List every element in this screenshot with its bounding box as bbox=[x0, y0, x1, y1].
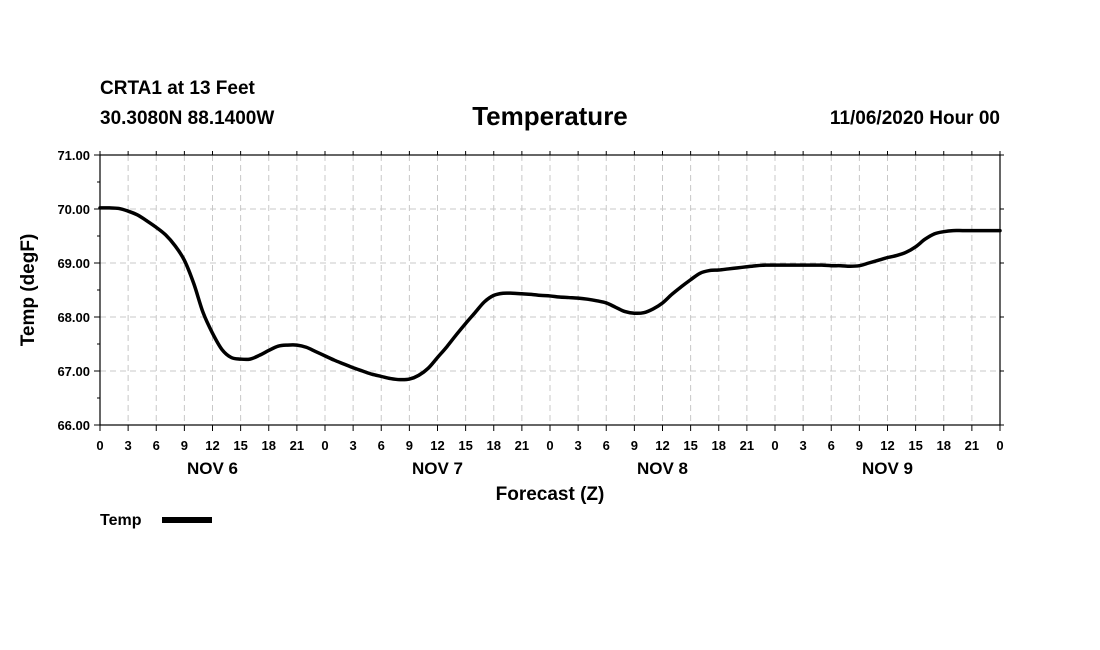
x-tick-label: 9 bbox=[406, 438, 413, 453]
x-tick-label: 18 bbox=[937, 438, 951, 453]
x-tick-label: 18 bbox=[262, 438, 276, 453]
x-tick-label: 21 bbox=[290, 438, 304, 453]
day-label: NOV 9 bbox=[862, 459, 913, 478]
x-tick-label: 21 bbox=[965, 438, 979, 453]
y-tick-label: 70.00 bbox=[57, 202, 90, 217]
x-tick-label: 9 bbox=[856, 438, 863, 453]
x-tick-label: 18 bbox=[487, 438, 501, 453]
x-tick-label: 12 bbox=[880, 438, 894, 453]
x-tick-label: 9 bbox=[631, 438, 638, 453]
x-tick-label: 3 bbox=[125, 438, 132, 453]
x-tick-label: 12 bbox=[655, 438, 669, 453]
x-tick-label: 6 bbox=[828, 438, 835, 453]
x-tick-label: 6 bbox=[378, 438, 385, 453]
x-tick-label: 15 bbox=[458, 438, 472, 453]
y-tick-label: 66.00 bbox=[57, 418, 90, 433]
x-tick-label: 3 bbox=[350, 438, 357, 453]
y-tick-label: 68.00 bbox=[57, 310, 90, 325]
x-tick-label: 0 bbox=[546, 438, 553, 453]
day-label: NOV 7 bbox=[412, 459, 463, 478]
x-tick-label: 21 bbox=[515, 438, 529, 453]
x-tick-label: 3 bbox=[575, 438, 582, 453]
x-tick-label: 9 bbox=[181, 438, 188, 453]
y-tick-labels: 66.00 67.00 68.00 69.00 70.00 71.00 bbox=[57, 148, 90, 433]
grid bbox=[100, 155, 1000, 425]
x-tick-label: 12 bbox=[205, 438, 219, 453]
y-axis-title: Temp (degF) bbox=[18, 234, 39, 347]
x-tick-label: 18 bbox=[712, 438, 726, 453]
day-label: NOV 6 bbox=[187, 459, 238, 478]
x-tick-label: 0 bbox=[321, 438, 328, 453]
x-tick-label: 15 bbox=[233, 438, 247, 453]
legend-label: Temp bbox=[100, 512, 142, 529]
y-tick-label: 71.00 bbox=[57, 148, 90, 163]
x-tick-label: 0 bbox=[771, 438, 778, 453]
x-tick-label: 6 bbox=[603, 438, 610, 453]
station-label: CRTA1 at 13 Feet bbox=[100, 78, 256, 99]
x-tick-label: 12 bbox=[430, 438, 444, 453]
x-tick-labels: 0 3 6 9 12 15 18 21 0 3 6 9 12 15 18 21 0 3 6 9 12 15 18 21 0 3 6 9… bbox=[96, 438, 1003, 453]
forecast-datetime: 11/06/2020 Hour 00 bbox=[830, 108, 1000, 129]
day-label: NOV 8 bbox=[637, 459, 688, 478]
chart-title: Temperature bbox=[472, 101, 628, 131]
temp-series-line bbox=[98, 206, 1002, 382]
y-tick-label: 69.00 bbox=[57, 256, 90, 271]
x-tick-label: 15 bbox=[683, 438, 697, 453]
x-tick-label: 15 bbox=[908, 438, 922, 453]
x-tick-label: 3 bbox=[800, 438, 807, 453]
x-tick-label: 0 bbox=[996, 438, 1003, 453]
y-tick-label: 67.00 bbox=[57, 364, 90, 379]
coordinates-label: 30.3080N 88.1400W bbox=[100, 108, 274, 129]
x-tick-label: 21 bbox=[740, 438, 754, 453]
x-axis-title: Forecast (Z) bbox=[496, 484, 605, 505]
day-labels: NOV 6 NOV 7 NOV 8 NOV 9 bbox=[187, 459, 913, 478]
legend-swatch bbox=[162, 517, 212, 523]
x-tick-label: 0 bbox=[96, 438, 103, 453]
x-tick-label: 6 bbox=[153, 438, 160, 453]
axis-ticks bbox=[94, 151, 1004, 431]
